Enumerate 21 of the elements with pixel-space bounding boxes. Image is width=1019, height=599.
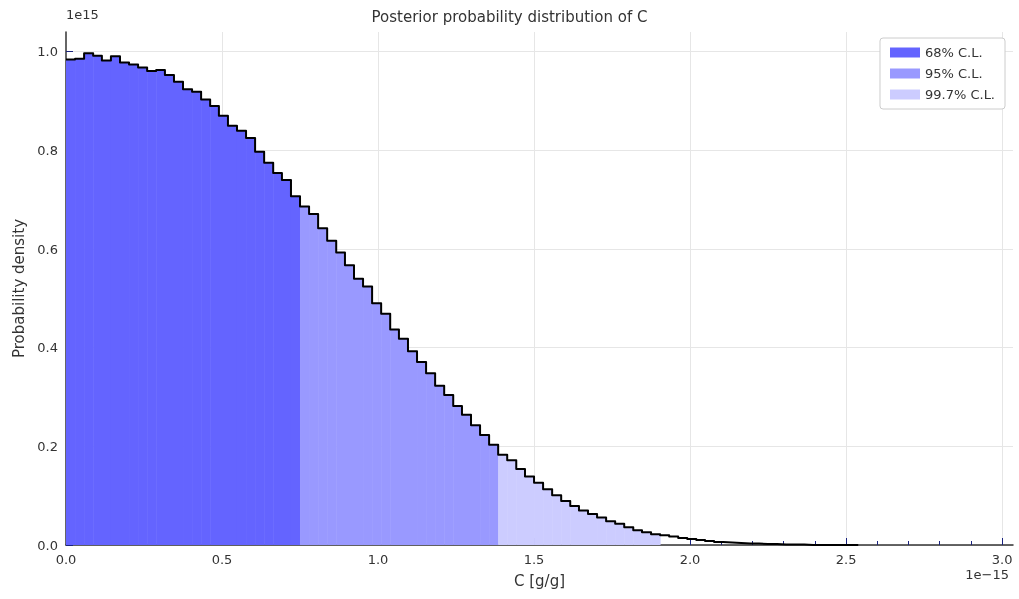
text: 1e−15 — [965, 567, 1010, 582]
legend-label: 68% C.L. — [924, 45, 983, 60]
y-tick-label: 1.0 — [37, 44, 58, 60]
chart-title: Posterior probability distribution of C — [371, 7, 648, 26]
x-axis-title: C [g/g] — [513, 571, 566, 590]
x-tick-label: 2.0 — [679, 552, 701, 567]
x-tick-label: 3.0 — [991, 552, 1013, 567]
y-tick-label: 0.8 — [37, 142, 58, 158]
y-tick-label: 0.0 — [37, 537, 58, 553]
y-tick-label: 0.6 — [37, 241, 58, 257]
x-tick-label: 1.0 — [367, 552, 389, 567]
y-axis-title: Probability density — [9, 218, 28, 359]
legend-label: 99.7% C.L. — [924, 87, 995, 102]
y-tick-label: 0.4 — [37, 340, 58, 356]
x-tick-label: 2.5 — [835, 552, 857, 567]
x-tick-label: 0.0 — [55, 552, 77, 567]
y-tick-label: 0.2 — [37, 438, 58, 454]
text: 1e15 — [66, 7, 99, 22]
x-tick-label: 1.5 — [523, 552, 545, 567]
legend-label: 95% C.L. — [924, 66, 983, 81]
x-tick-label: 0.5 — [211, 552, 233, 567]
